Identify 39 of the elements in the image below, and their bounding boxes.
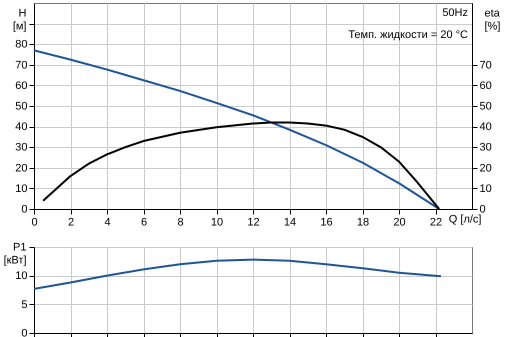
x-tick-label: 10 [210, 216, 224, 228]
y-tick-label: 20 [15, 162, 28, 174]
y-tick-label: 60 [15, 80, 28, 92]
x-tick-label: 18 [356, 216, 370, 228]
x-axis-title: Q [л/с] [448, 214, 482, 226]
y-tick-label: 5 [21, 298, 28, 311]
y2-tick-label: 70 [480, 59, 492, 72]
annotation: 50Hz [442, 7, 468, 19]
x-tick-label: 16 [320, 216, 333, 228]
x-tick-label: 2 [68, 216, 74, 228]
y-tick-label: 50 [15, 100, 28, 112]
y-tick-label: 0 [21, 204, 28, 216]
x-tick-label: 0 [31, 216, 38, 228]
y2-tick-label: 40 [480, 121, 492, 134]
y2-tick-label: 20 [480, 162, 492, 174]
y-tick-label: 40 [15, 121, 28, 134]
y2-tick-label: 30 [480, 142, 492, 154]
y-axis-title: P1 [кВт] [4, 242, 26, 266]
y-tick-label: 10 [15, 270, 28, 282]
y2-tick-label: 60 [480, 80, 492, 92]
x-tick-label: 14 [284, 216, 296, 228]
y2-tick-label: 0 [480, 204, 486, 216]
x-tick-label: 22 [430, 216, 442, 228]
y2-tick-label: 10 [480, 182, 492, 195]
line-series [34, 258, 442, 290]
x-tick-label: 6 [140, 216, 148, 228]
y-tick-label: 30 [15, 142, 28, 154]
x-tick-label: 20 [393, 216, 406, 228]
x-tick-label: 4 [104, 216, 111, 228]
y2-axis-title: eta [%] [484, 8, 501, 32]
annotation: Темп. жидкости = 20 °C [348, 29, 468, 41]
y-tick-label: 10 [15, 182, 28, 195]
y2-tick-label: 50 [480, 100, 492, 112]
y-tick-label: 70 [15, 59, 28, 72]
y-tick-label: 80 [15, 38, 28, 51]
x-tick-label: 8 [177, 216, 184, 228]
y-tick-label: 0 [21, 328, 28, 337]
x-tick-label: 12 [247, 216, 260, 228]
y-axis-title: H [м] [12, 8, 27, 32]
